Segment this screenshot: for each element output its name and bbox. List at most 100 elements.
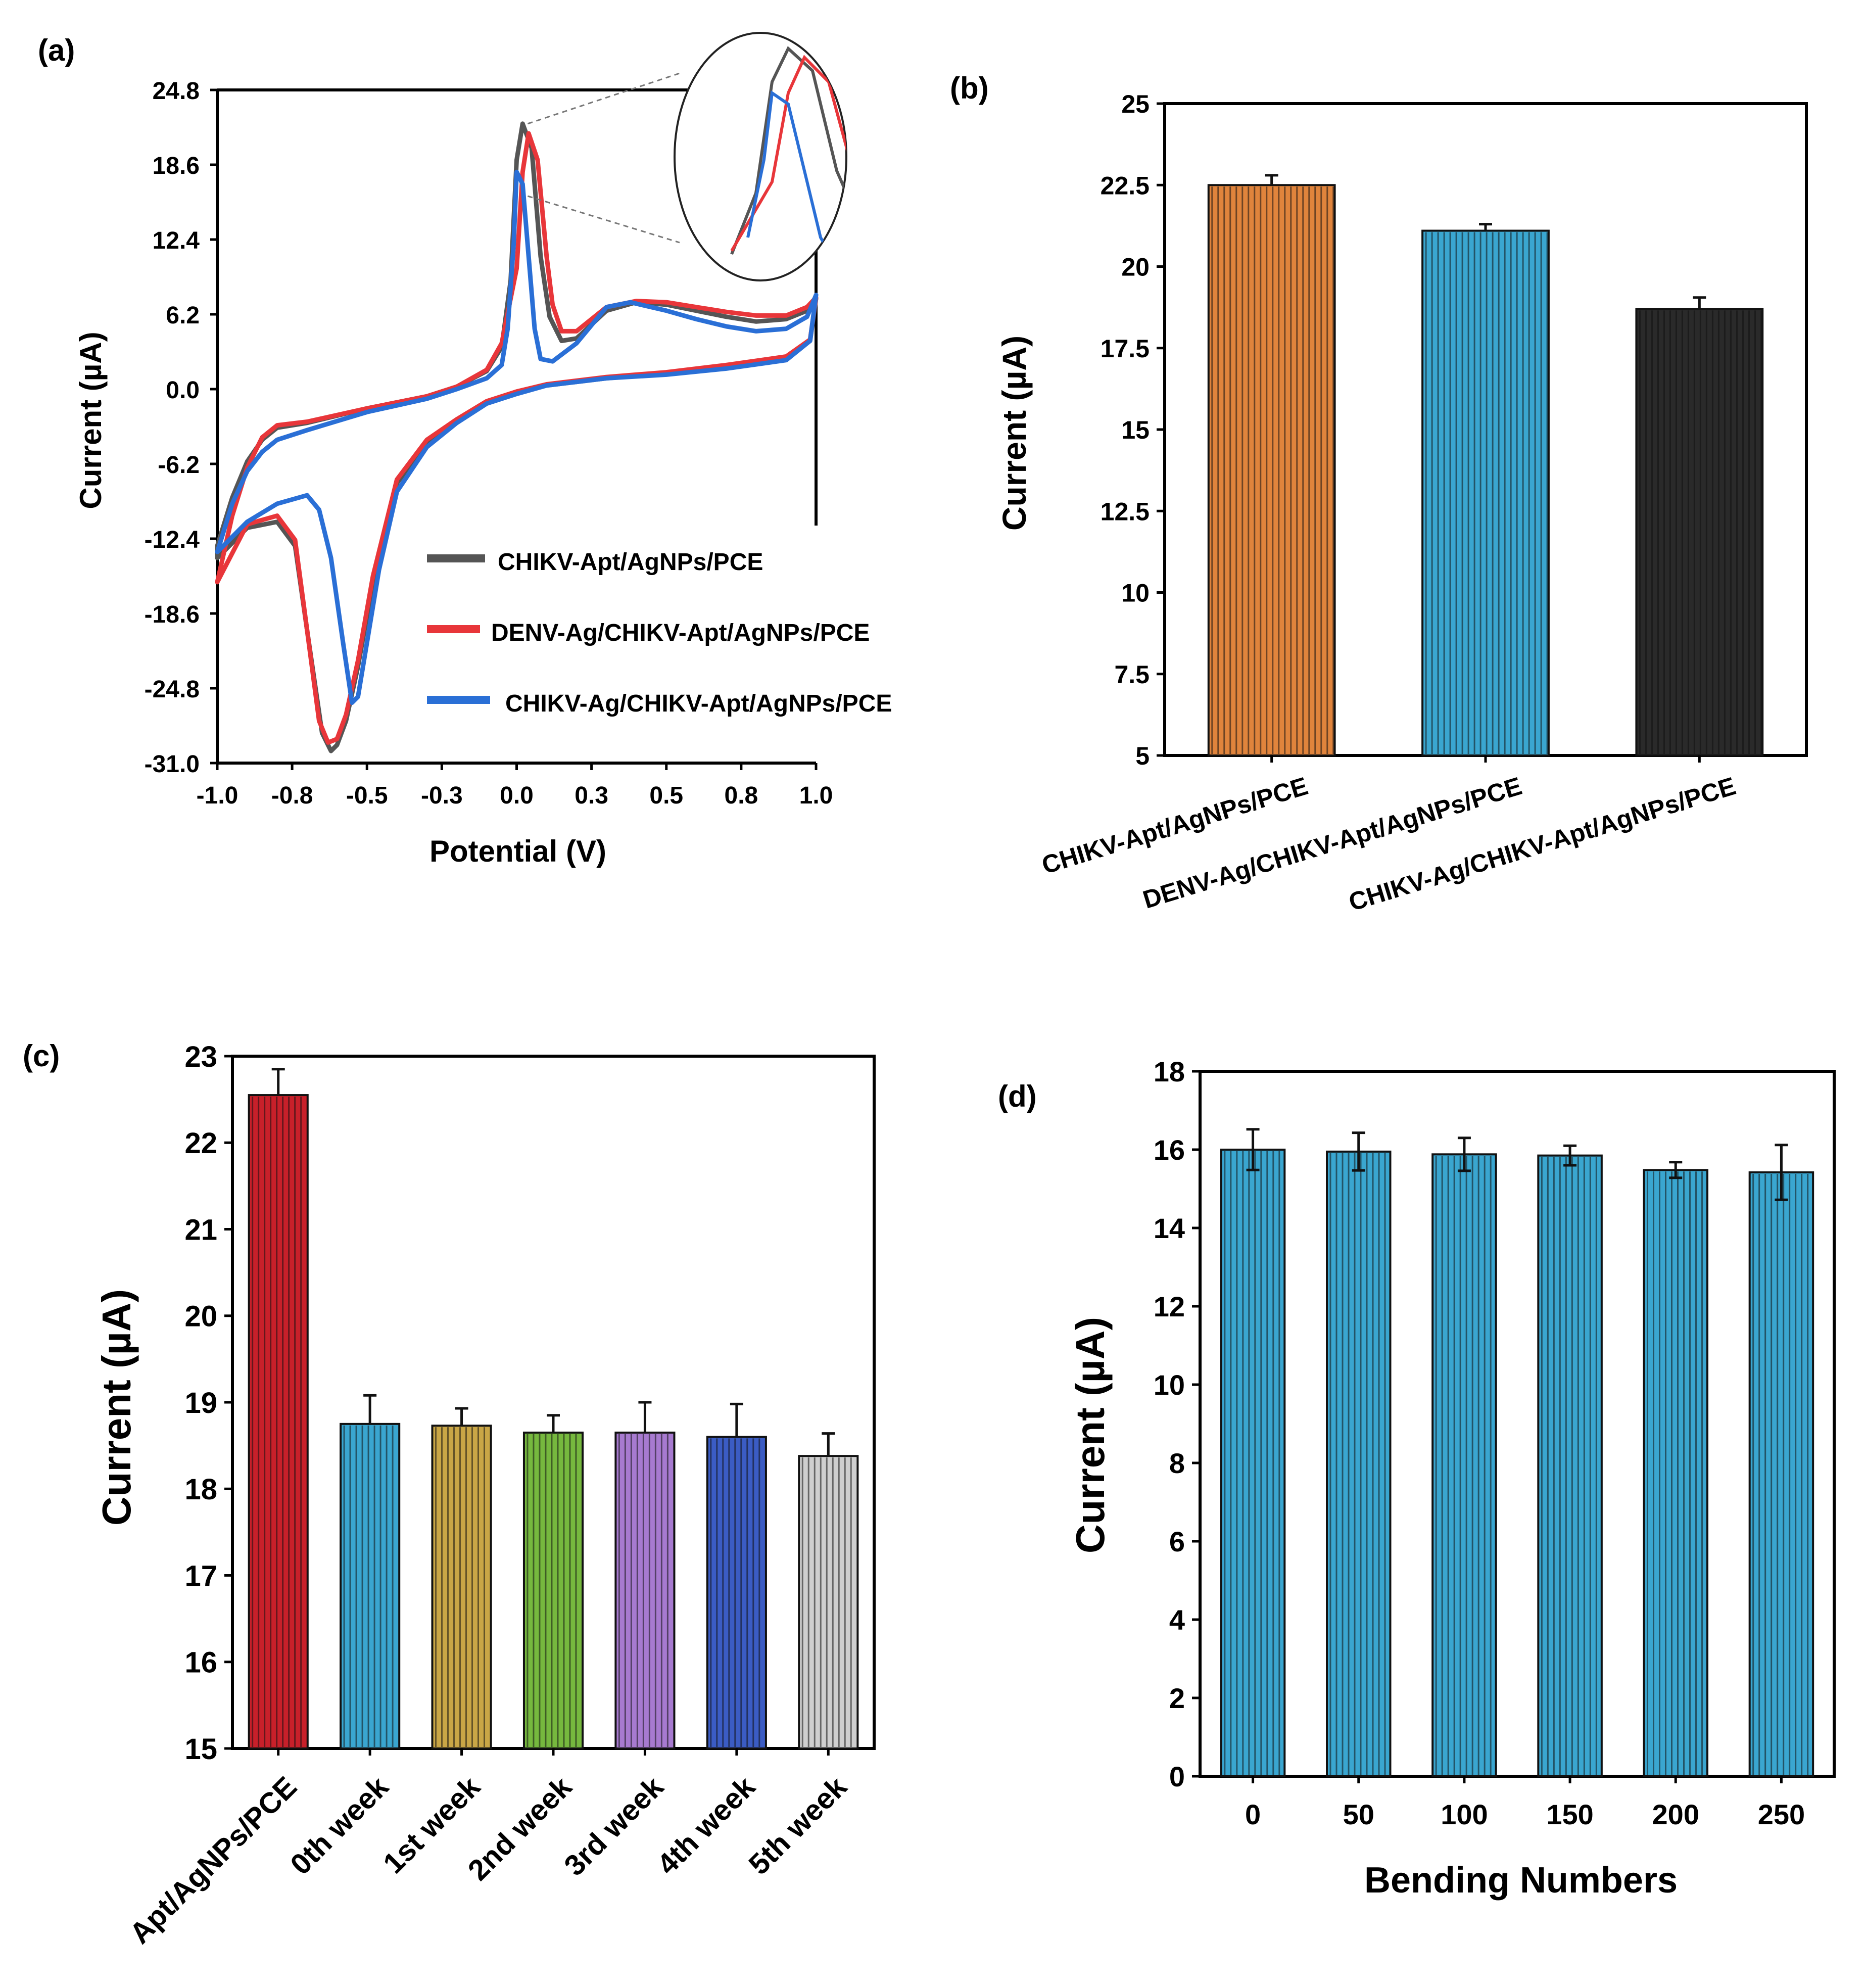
y-tick-label: 15 xyxy=(1121,416,1150,444)
bar-2 xyxy=(431,1425,492,1750)
y-tick-label: 22.5 xyxy=(1101,171,1150,200)
x-tick-label: 1.0 xyxy=(799,782,833,809)
bar-2 xyxy=(1431,1153,1497,1777)
x-category-label: 0 xyxy=(1245,1798,1261,1830)
bar-1 xyxy=(340,1423,401,1749)
y-tick-label: 0 xyxy=(1169,1761,1185,1792)
y-tick-label: 7.5 xyxy=(1114,660,1150,689)
cv-line-1 xyxy=(215,131,819,745)
y-tick-label: 6 xyxy=(1169,1526,1185,1557)
y-tick-label: 25 xyxy=(1121,90,1150,118)
bar-5 xyxy=(706,1436,767,1749)
x-tick-label: -0.8 xyxy=(271,782,313,809)
panel-a-x-axis-label: Potential (V) xyxy=(429,834,606,868)
inset-connector-bottom xyxy=(527,195,680,244)
cv-line-2 xyxy=(215,169,819,705)
y-tick-label: -18.6 xyxy=(145,601,200,628)
y-tick-label: 2 xyxy=(1169,1682,1185,1714)
x-tick-label: 0.8 xyxy=(725,782,758,809)
legend-label-0: CHIKV-Apt/AgNPs/PCE xyxy=(498,549,763,576)
cv-series-group xyxy=(215,121,819,753)
y-tick-label: 4 xyxy=(1169,1604,1185,1636)
bar-4 xyxy=(1643,1169,1708,1777)
x-category-label: 5th week xyxy=(742,1770,853,1881)
x-category-label: 250 xyxy=(1758,1798,1805,1830)
panel-c-y-axis-label: Current (µA) xyxy=(94,1289,139,1526)
panel-a-y-axis-label: Current (µA) xyxy=(74,332,108,509)
y-tick-label: 21 xyxy=(184,1213,217,1246)
panel-a-label: (a) xyxy=(38,33,75,67)
y-tick-label: 22 xyxy=(184,1127,217,1160)
panel-a: (a) 24.8 18.6 12.4 6.2 0.0 -6.2 -12.4 -18.6 -24.… xyxy=(38,32,892,868)
y-tick-label: 18 xyxy=(1154,1056,1185,1087)
x-category-label: 150 xyxy=(1546,1798,1593,1830)
y-tick-label: 18.6 xyxy=(153,153,200,179)
y-tick-label: 18 xyxy=(184,1473,217,1506)
panel-d-x-axis-label: Bending Numbers xyxy=(1364,1860,1678,1901)
inset-connector-top xyxy=(527,72,680,125)
y-tick-label: -31.0 xyxy=(145,751,200,778)
y-tick-label: -6.2 xyxy=(158,452,200,479)
plot-frame xyxy=(1199,1070,1836,1778)
panel-c-label: (c) xyxy=(23,1039,60,1073)
bar-6 xyxy=(798,1455,859,1750)
y-tick-label: 10 xyxy=(1154,1369,1185,1401)
x-category-label: 100 xyxy=(1441,1798,1488,1830)
y-tick-label: 20 xyxy=(184,1300,217,1333)
x-category-label: 4th week xyxy=(651,1770,762,1881)
y-tick-label: 23 xyxy=(184,1040,217,1073)
x-tick-label: -0.3 xyxy=(421,782,463,809)
panel-d-label: (d) xyxy=(998,1079,1037,1113)
x-category-label: 50 xyxy=(1343,1798,1374,1830)
y-tick-label: 12.5 xyxy=(1101,497,1150,526)
y-tick-label: 8 xyxy=(1169,1447,1185,1479)
legend-label-2: CHIKV-Ag/CHIKV-Apt/AgNPs/PCE xyxy=(505,690,892,717)
y-tick-label: -12.4 xyxy=(145,527,200,553)
x-category-label: 0th week xyxy=(284,1770,395,1881)
x-tick-label: -0.5 xyxy=(346,782,388,809)
y-tick-label: 15 xyxy=(184,1733,217,1766)
panel-a-legend: CHIKV-Apt/AgNPs/PCE DENV-Ag/CHIKV-Apt/Ag… xyxy=(427,549,892,717)
y-tick-label: 5 xyxy=(1135,742,1150,770)
bar-3 xyxy=(1537,1154,1603,1777)
x-category-label: Apt/AgNPs/PCE xyxy=(123,1770,303,1950)
inset-line-1 xyxy=(730,55,846,252)
y-tick-label: 0.0 xyxy=(166,377,200,404)
legend-label-1: DENV-Ag/CHIKV-Apt/AgNPs/PCE xyxy=(491,620,870,646)
inset-line-0 xyxy=(730,46,846,255)
y-tick-label: 20 xyxy=(1121,253,1150,281)
x-category-label: 3rd week xyxy=(558,1770,670,1882)
y-tick-label: 19 xyxy=(184,1387,217,1419)
y-tick-label: 17 xyxy=(184,1559,217,1592)
y-tick-label: -24.8 xyxy=(145,676,200,703)
bar-3 xyxy=(522,1431,584,1749)
panel-d-y-axis-label: Current (µA) xyxy=(1068,1317,1113,1553)
x-category-label: DENV-Ag/CHIKV-Apt/AgNPs/PCE xyxy=(1139,772,1525,914)
y-tick-label: 17.5 xyxy=(1101,335,1150,363)
y-tick-label: 10 xyxy=(1121,579,1150,607)
y-tick-label: 24.8 xyxy=(153,78,200,105)
y-tick-label: 14 xyxy=(1154,1212,1185,1244)
panel-b-y-axis-label: Current (µA) xyxy=(995,336,1033,531)
bar-0 xyxy=(248,1094,309,1749)
y-tick-label: 6.2 xyxy=(166,302,200,329)
x-tick-label: 0.0 xyxy=(500,782,534,809)
panel-b: (b) 2522.52017.51512.5107.55CHIKV-Apt/Ag… xyxy=(950,71,1808,917)
x-tick-label: 0.3 xyxy=(575,782,608,809)
y-tick-label: 16 xyxy=(184,1646,217,1679)
bar-5 xyxy=(1748,1171,1814,1777)
x-tick-label: 0.5 xyxy=(649,782,683,809)
y-tick-label: 12 xyxy=(1154,1291,1185,1322)
y-tick-label: 16 xyxy=(1154,1134,1185,1166)
bar-4 xyxy=(614,1431,676,1749)
y-tick-label: 12.4 xyxy=(153,227,200,254)
x-category-label: CHIKV-Ag/CHIKV-Apt/AgNPs/PCE xyxy=(1346,772,1739,917)
panel-a-plot-area: 24.8 18.6 12.4 6.2 0.0 -6.2 -12.4 -18.6 -24.8 -31… xyxy=(145,78,833,809)
x-tick-label: -1.0 xyxy=(197,782,238,809)
x-category-label: 200 xyxy=(1652,1798,1699,1830)
